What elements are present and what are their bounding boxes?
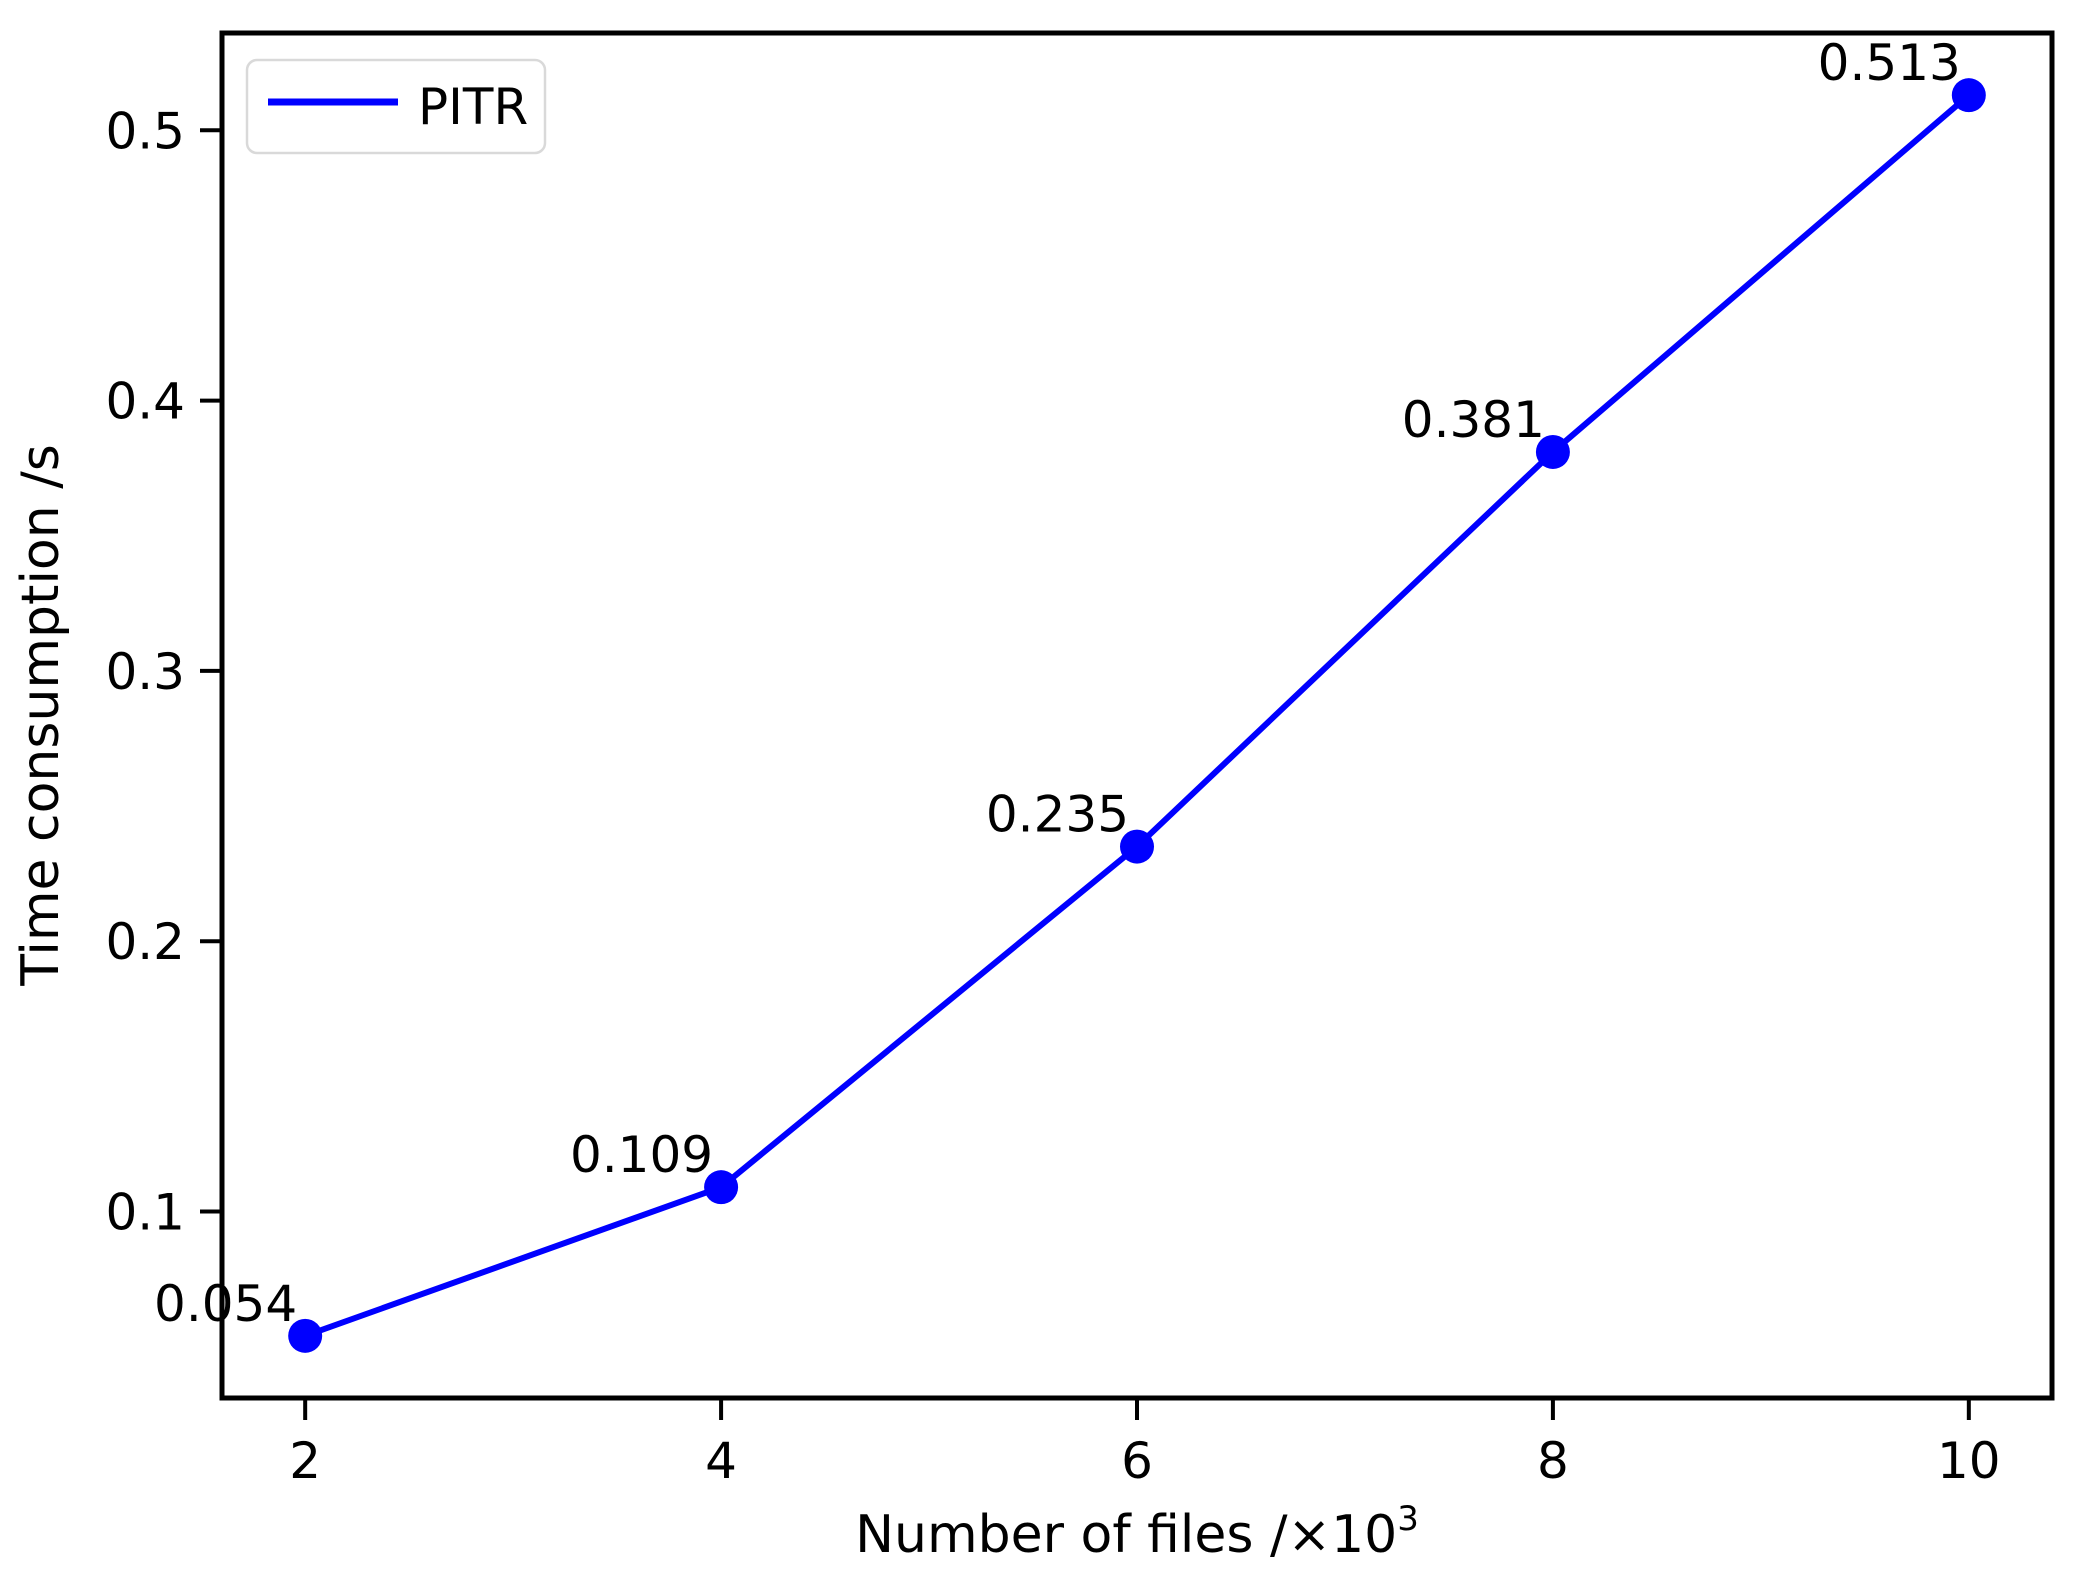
x-tick-label: 10 [1937, 1432, 2001, 1490]
x-tick-label: 8 [1537, 1432, 1569, 1490]
pitr-line [304, 92, 1971, 1339]
x-tick-label: 4 [705, 1432, 737, 1490]
y-axis-title: Time consumption /s [11, 444, 71, 987]
legend-box [245, 58, 547, 155]
data-point-marker [704, 1170, 739, 1205]
plot-border [219, 30, 2055, 1401]
data-point-marker [1951, 78, 1986, 113]
x-tick-label: 2 [289, 1432, 321, 1490]
x-axis-title-superscript: 3 [1397, 1499, 1419, 1539]
data-point-label: 0.381 [1402, 391, 1545, 449]
plot-area: 2 4 6 8 10 0.1 0.2 0.3 0.4 0.5 0.054 0.109 0.235 0.38… [105, 34, 2000, 1490]
y-tick-label: 0.3 [105, 643, 185, 701]
y-tick-label: 0.1 [105, 1183, 185, 1241]
data-point-label: 0.235 [986, 786, 1129, 844]
data-point-marker [288, 1318, 323, 1353]
x-axis-title-main: Number of files /×10 [855, 1505, 1397, 1565]
data-point-label: 0.054 [154, 1275, 297, 1333]
legend-label: PITR [418, 78, 528, 136]
y-tick-label: 0.4 [105, 373, 185, 431]
x-axis-title: Number of files /×103 [855, 1499, 1419, 1565]
data-point-marker [1535, 434, 1570, 469]
data-point-marker [1120, 829, 1154, 864]
data-point-label: 0.513 [1818, 34, 1961, 92]
x-tick-label: 6 [1121, 1432, 1153, 1490]
data-point-label: 0.109 [570, 1126, 713, 1184]
legend: PITR [245, 58, 547, 155]
y-tick-label: 0.2 [105, 913, 185, 971]
y-tick-label: 0.5 [105, 102, 185, 160]
